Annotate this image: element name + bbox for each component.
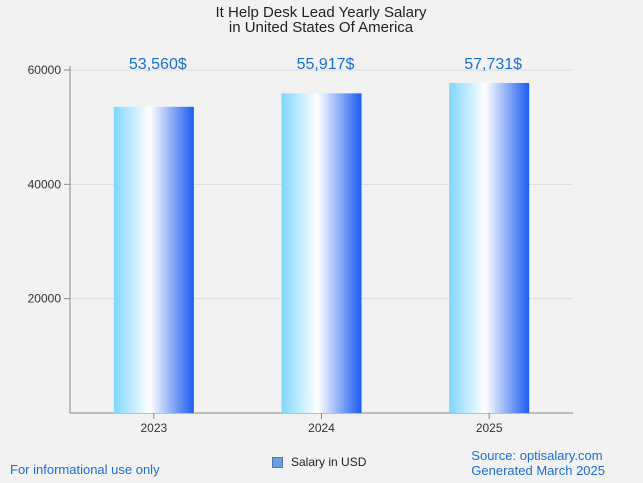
chart-subtitle: in United States Of America [229,19,414,36]
disclaimer-text: For informational use only [10,462,160,477]
bar [113,106,194,413]
chart-title: It Help Desk Lead Yearly Salary [216,4,427,21]
labels: 53,560$ 55,917$ 57,731$ [129,56,522,73]
data-label: 53,560$ [129,56,187,73]
bar [281,93,362,413]
source-block: Source: optisalary.com Generated March 2… [471,448,605,478]
legend: Salary in USD [272,455,366,469]
data-label: 57,731$ [464,56,522,73]
y-tick-label: 40000 [28,177,62,191]
y-tick-label: 20000 [28,292,62,306]
x-tick-label: 2023 [140,421,167,435]
bar [449,82,530,413]
y-tick-label: 60000 [28,63,62,77]
generated-text: Generated March 2025 [471,463,605,478]
legend-label: Salary in USD [291,455,367,469]
source-text: Source: optisalary.com [471,448,603,463]
legend-swatch [272,456,283,468]
data-label: 55,917$ [297,56,355,73]
bars [113,82,530,413]
x-tick-label: 2025 [476,421,503,435]
x-tick-label: 2024 [308,421,335,435]
